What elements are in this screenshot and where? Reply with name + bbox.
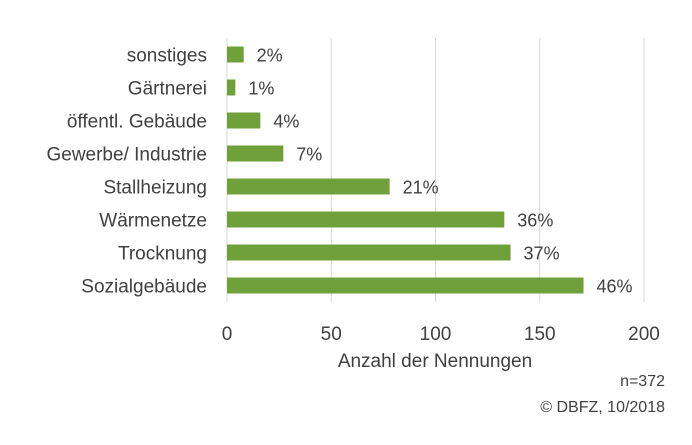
value-label: 37% — [524, 244, 560, 264]
x-tick-labels: 0 50 100 150 200 — [222, 324, 660, 345]
sample-size-note: n=372 — [620, 373, 665, 390]
category-label: Gewerbe/ Industrie — [46, 145, 207, 166]
x-tick-label: 50 — [321, 324, 342, 345]
value-label: 4% — [273, 112, 299, 132]
value-label: 1% — [248, 79, 274, 99]
bar — [227, 46, 244, 63]
copyright-note: © DBFZ, 10/2018 — [540, 399, 665, 416]
category-label: Trocknung — [118, 244, 207, 265]
bar — [227, 145, 284, 162]
bar — [227, 277, 584, 294]
bar — [227, 244, 511, 261]
category-label: öffentl. Gebäude — [67, 112, 207, 133]
x-axis-title: Anzahl der Nennungen — [338, 351, 532, 372]
category-labels: sonstiges Gärtnerei öffentl. Gebäude Gewerb… — [46, 46, 207, 298]
category-label: Gärtnerei — [128, 79, 207, 100]
x-tick-label: 150 — [524, 324, 556, 345]
value-label: 36% — [517, 211, 553, 231]
bar — [227, 178, 390, 195]
bar — [227, 112, 261, 129]
x-tick-label: 100 — [420, 324, 452, 345]
bars — [227, 46, 584, 294]
category-label: Wärmenetze — [99, 211, 207, 232]
category-label: Stallheizung — [103, 178, 207, 199]
value-labels: 2% 1% 4% 7% 21% 36% 37% 46% — [248, 46, 632, 297]
value-label: 7% — [296, 145, 322, 165]
category-label: sonstiges — [127, 46, 207, 67]
gridlines — [226, 38, 645, 302]
value-label: 46% — [597, 277, 633, 297]
value-label: 2% — [257, 46, 283, 66]
category-label: Sozialgebäude — [81, 277, 207, 298]
bar — [227, 79, 236, 96]
x-tick-label: 0 — [222, 324, 233, 345]
value-label: 21% — [403, 178, 439, 198]
x-tick-label: 200 — [628, 324, 660, 345]
bar — [227, 211, 505, 228]
